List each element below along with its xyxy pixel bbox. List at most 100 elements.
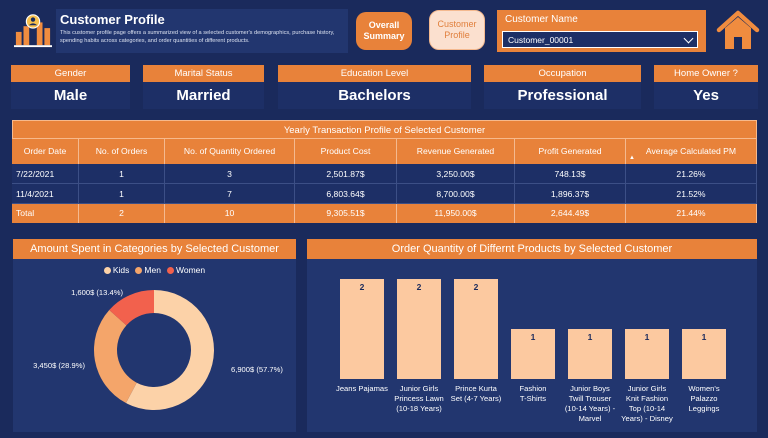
- legend-label: Men: [144, 265, 161, 275]
- table-cell: 6,803.64$: [295, 184, 397, 204]
- column-header[interactable]: No. of Quantity Ordered: [165, 139, 295, 164]
- bar-data-label: 1: [702, 332, 707, 342]
- legend-label: Kids: [112, 265, 130, 275]
- bar-data-label: 2: [474, 282, 479, 292]
- bar-category-label: Junior Girls Princess Lawn (10-18 Years): [394, 384, 443, 413]
- column-header[interactable]: No. of Orders: [79, 139, 165, 164]
- legend-item-men[interactable]: Men: [135, 265, 161, 275]
- header: [10, 7, 348, 53]
- donut-slice-men[interactable]: [94, 310, 137, 404]
- bar-data-label: 1: [645, 332, 650, 342]
- table-cell: 8,700.00$: [397, 184, 515, 204]
- legend-item-women[interactable]: Women: [166, 265, 206, 275]
- legend-dot: [166, 266, 174, 274]
- table-cell: 1,896.37$: [515, 184, 626, 204]
- table-cell: 3: [165, 164, 295, 184]
- donut-data-label: 6,900$ (57.7%): [231, 365, 283, 374]
- customer-name-value: Customer_00001: [508, 35, 574, 45]
- table-title: Yearly Transaction Profile of Selected C…: [12, 120, 757, 139]
- donut-slice-kids[interactable]: [125, 290, 215, 410]
- customer-name-label: Customer Name: [505, 14, 578, 25]
- table-cell: 748.13$: [515, 164, 626, 184]
- kpi-gender: Gender Male: [11, 65, 130, 109]
- bar-category-label: Jeans Pajamas: [336, 384, 388, 393]
- total-cell: 2,644.49$: [515, 204, 626, 223]
- donut-slice-women[interactable]: [109, 290, 154, 326]
- customer-name-filter: Customer Name Customer_00001: [497, 10, 706, 52]
- table-cell: 2,501.87$: [295, 164, 397, 184]
- title-panel: Customer Profile This customer profile p…: [56, 9, 348, 53]
- customer-profile-button[interactable]: Customer Profile: [429, 10, 485, 50]
- table-cell: 1: [79, 164, 165, 184]
- column-header[interactable]: Order Date: [12, 139, 79, 164]
- kpi-value: Married: [143, 82, 264, 109]
- bar-chart: 2 Jeans Pajamas 2 Junior Girls Princess Lawn…: [336, 279, 726, 423]
- bar[interactable]: [568, 329, 612, 379]
- kpi-label: Occupation: [484, 65, 641, 82]
- legend-label: Women: [175, 265, 206, 275]
- sort-ascending-icon: ▲: [629, 155, 635, 161]
- customer-name-dropdown[interactable]: Customer_00001: [502, 31, 698, 48]
- bar[interactable]: [682, 329, 726, 379]
- overall-summary-button[interactable]: Overall Summary: [356, 12, 412, 50]
- bar-category-label: Junior Girls Knit Fashion Top (10-14 Years)…: [621, 384, 673, 423]
- kpi-label: Home Owner ?: [654, 65, 758, 82]
- bar-category-label: Fashion T-Shirts: [519, 384, 546, 403]
- kpi-value: Male: [11, 82, 130, 109]
- bar-data-label: 1: [531, 332, 536, 342]
- table-cell: 21.52%: [626, 184, 757, 204]
- table-cell: 1: [79, 184, 165, 204]
- legend-item-kids[interactable]: Kids: [103, 265, 130, 275]
- kpi-label: Education Level: [278, 65, 471, 82]
- analytics-person-icon: [14, 14, 52, 48]
- bar-category-label: Prince Kurta Set (4-7 Years): [451, 384, 502, 403]
- total-cell: 10: [165, 204, 295, 223]
- table-cell: 7/22/2021: [12, 164, 79, 184]
- bar[interactable]: [454, 279, 498, 379]
- column-header[interactable]: Product Cost: [295, 139, 397, 164]
- page-title: Customer Profile: [60, 12, 165, 27]
- table-cell: 11/4/2021: [12, 184, 79, 204]
- donut-data-label: 3,450$ (28.9%): [33, 361, 85, 370]
- column-header-sorted[interactable]: ▲ Average Calculated PM: [626, 139, 757, 164]
- table-cell: 3,250.00$: [397, 164, 515, 184]
- bar-data-label: 2: [360, 282, 365, 292]
- bar[interactable]: [511, 329, 555, 379]
- total-cell: 21.44%: [626, 204, 757, 223]
- column-header-label: Average Calculated PM: [645, 146, 737, 156]
- kpi-value: Bachelors: [278, 82, 471, 109]
- home-icon[interactable]: [716, 8, 760, 52]
- category-spend-panel: Amount Spent in Categories by Selected C…: [13, 239, 296, 432]
- kpi-value: Professional: [484, 82, 641, 109]
- kpi-label: Gender: [11, 65, 130, 82]
- bar[interactable]: [340, 279, 384, 379]
- kpi-label: Marital Status: [143, 65, 264, 82]
- kpi-marital-status: Marital Status Married: [143, 65, 264, 109]
- table-cell: 7: [165, 184, 295, 204]
- column-header[interactable]: Revenue Generated: [397, 139, 515, 164]
- column-header[interactable]: Profit Generated: [515, 139, 626, 164]
- kpi-education-level: Education Level Bachelors: [278, 65, 471, 109]
- total-cell: 9,305.51$: [295, 204, 397, 223]
- bar-data-label: 2: [417, 282, 422, 292]
- table-grid: Order Date No. of Orders No. of Quantity…: [12, 139, 757, 223]
- legend-dot: [103, 266, 111, 274]
- total-cell: Total: [12, 204, 79, 223]
- chart-legend: Kids Men Women: [13, 265, 296, 275]
- product-quantity-panel: Order Quantity of Differnt Products by S…: [307, 239, 757, 432]
- donut-chart: 6,900$ (57.7%) 3,450$ (28.9%) 1,600$ (13.4…: [33, 288, 283, 410]
- kpi-value: Yes: [654, 82, 758, 109]
- table-cell: 21.26%: [626, 164, 757, 184]
- transaction-table: Yearly Transaction Profile of Selected C…: [12, 120, 757, 227]
- chevron-down-icon: [683, 33, 694, 44]
- bar-data-label: 1: [588, 332, 593, 342]
- donut-data-label: 1,600$ (13.4%): [71, 288, 123, 297]
- chart-title: Amount Spent in Categories by Selected C…: [13, 239, 296, 259]
- legend-dot: [135, 266, 143, 274]
- chart-title: Order Quantity of Differnt Products by S…: [307, 239, 757, 259]
- bar-category-label: Junior Boys Twill Trouser (10-14 Years) -M…: [565, 384, 616, 423]
- bar[interactable]: [625, 329, 669, 379]
- total-cell: 2: [79, 204, 165, 223]
- bar[interactable]: [397, 279, 441, 379]
- total-cell: 11,950.00$: [397, 204, 515, 223]
